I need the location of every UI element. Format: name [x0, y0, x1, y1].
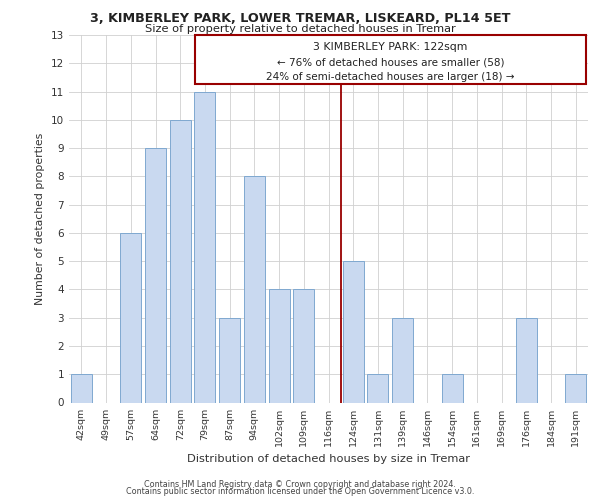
Bar	[293, 290, 314, 403]
Bar	[219, 318, 240, 402]
Bar	[367, 374, 388, 402]
Bar	[145, 148, 166, 403]
FancyBboxPatch shape	[195, 35, 586, 84]
Text: 3, KIMBERLEY PARK, LOWER TREMAR, LISKEARD, PL14 5ET: 3, KIMBERLEY PARK, LOWER TREMAR, LISKEAR…	[90, 12, 510, 26]
Text: 3 KIMBERLEY PARK: 122sqm: 3 KIMBERLEY PARK: 122sqm	[313, 42, 467, 52]
Text: 24% of semi-detached houses are larger (18) →: 24% of semi-detached houses are larger (…	[266, 72, 515, 83]
Bar	[442, 374, 463, 402]
Bar	[170, 120, 191, 403]
Bar	[244, 176, 265, 402]
Text: Contains HM Land Registry data © Crown copyright and database right 2024.: Contains HM Land Registry data © Crown c…	[144, 480, 456, 489]
Text: Size of property relative to detached houses in Tremar: Size of property relative to detached ho…	[145, 24, 455, 34]
Bar	[392, 318, 413, 402]
Text: ← 76% of detached houses are smaller (58): ← 76% of detached houses are smaller (58…	[277, 57, 504, 67]
Bar	[71, 374, 92, 402]
Y-axis label: Number of detached properties: Number of detached properties	[35, 132, 46, 305]
Bar	[516, 318, 537, 402]
Bar	[194, 92, 215, 403]
Text: Contains public sector information licensed under the Open Government Licence v3: Contains public sector information licen…	[126, 487, 474, 496]
Bar	[565, 374, 586, 402]
Bar	[120, 233, 141, 402]
Bar	[269, 290, 290, 403]
Bar	[343, 261, 364, 402]
X-axis label: Distribution of detached houses by size in Tremar: Distribution of detached houses by size …	[187, 454, 470, 464]
